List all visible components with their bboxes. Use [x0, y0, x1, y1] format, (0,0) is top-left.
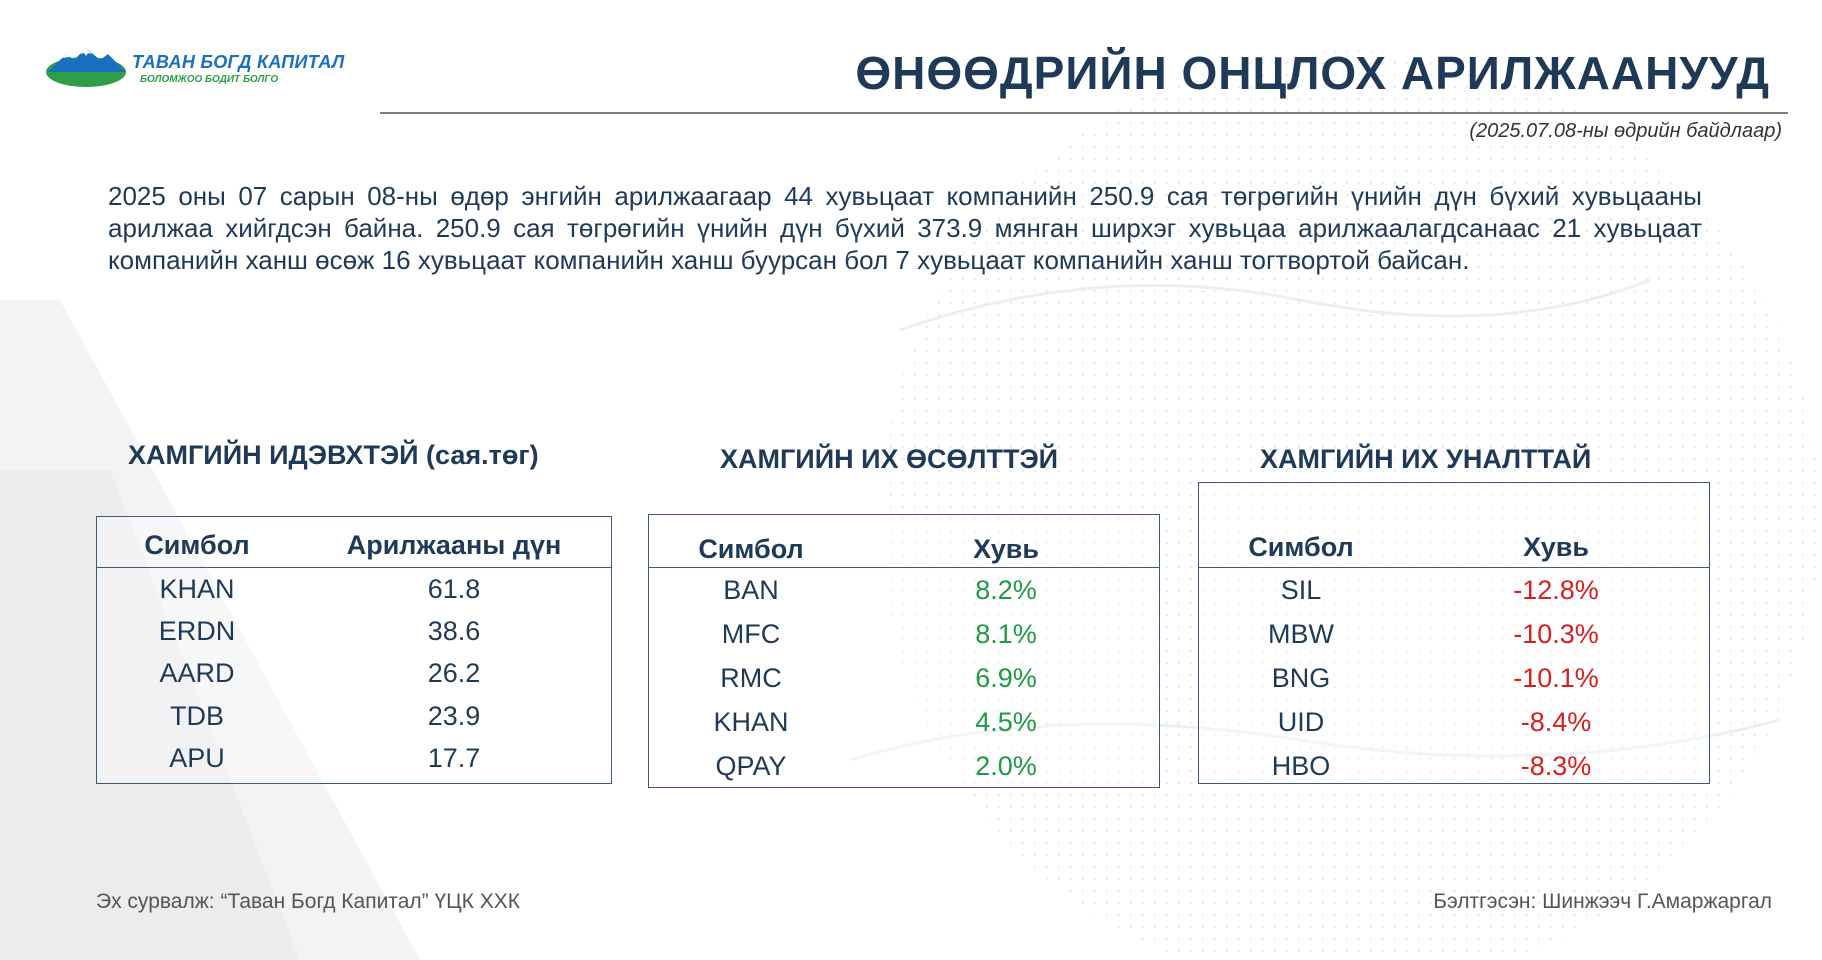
table-row: HBO -8.3%: [1199, 744, 1709, 788]
row-change: -10.1%: [1513, 662, 1599, 693]
row-symbol: BAN: [723, 574, 779, 605]
top-gainers-table: Симбол Хувь BAN 8.2% MFC 8.1% RMC 6.9% K…: [648, 514, 1160, 788]
table-row: RMC 6.9%: [649, 656, 1159, 700]
top-gainers-title: ХАМГИЙН ИХ ӨСӨЛТТЭЙ: [720, 444, 1059, 474]
table-row: APU 17.7: [97, 737, 611, 779]
row-symbol: QPAY: [715, 750, 787, 781]
row-value: 38.6: [427, 615, 481, 646]
row-change: 8.2%: [975, 574, 1037, 605]
source-note: Эх сурвалж: “Таван Богд Капитал” ҮЦК ХХК: [96, 890, 520, 913]
most-active-table: Симбол Арилжааны дүн KHAN 61.8 ERDN 38.6…: [96, 516, 612, 784]
header-symbol: Симбол: [698, 534, 804, 564]
table-header: Симбол Арилжааны дүн: [97, 517, 611, 568]
table-row: TDB 23.9: [97, 695, 611, 737]
top-losers-table: Симбол Хувь SIL -12.8% MBW -10.3% BNG -1…: [1198, 482, 1710, 784]
header-change: Хувь: [1523, 532, 1589, 562]
row-symbol: KHAN: [713, 706, 789, 737]
header-symbol: Симбол: [144, 530, 250, 560]
row-symbol: SIL: [1280, 574, 1322, 605]
brand-name: ТАВАН БОГД КАПИТАЛ: [132, 52, 345, 72]
table-row: AARD 26.2: [97, 652, 611, 695]
table-row: ERDN 38.6: [97, 610, 611, 652]
table-row: BAN 8.2%: [649, 568, 1159, 612]
row-symbol: MFC: [721, 618, 781, 649]
row-value: 26.2: [427, 658, 481, 688]
row-symbol: UID: [1277, 706, 1325, 737]
row-value: 61.8: [427, 573, 481, 604]
row-symbol: MBW: [1268, 618, 1334, 649]
row-change: -8.3%: [1520, 750, 1592, 781]
header-symbol: Симбол: [1248, 532, 1354, 562]
row-symbol: HBO: [1271, 750, 1331, 781]
row-symbol: RMC: [720, 662, 782, 693]
most-active-title: ХАМГИЙН ИДЭВХТЭЙ (сая.төг): [128, 440, 539, 470]
header-value: Арилжааны дүн: [346, 530, 562, 560]
table-row: BNG -10.1%: [1199, 656, 1709, 700]
row-symbol: TDB: [170, 700, 224, 731]
row-change: -8.4%: [1520, 706, 1592, 737]
page-title: ӨНӨӨДРИЙН ОНЦЛОХ АРИЛЖААНУУД: [855, 47, 1770, 99]
row-change: -12.8%: [1513, 574, 1599, 605]
mountain-logo-icon: [46, 48, 126, 87]
row-symbol: APU: [169, 742, 225, 773]
table-row: UID -8.4%: [1199, 700, 1709, 744]
row-symbol: AARD: [159, 658, 235, 688]
title-divider: [380, 112, 1788, 114]
row-change: 6.9%: [975, 662, 1037, 693]
table-row: KHAN 61.8: [97, 568, 611, 610]
as-of-date: (2025.07.08-ны өдрийн байдлаар): [1469, 120, 1782, 142]
row-change: 8.1%: [975, 618, 1037, 649]
table-row: MFC 8.1%: [649, 612, 1159, 656]
table-row: KHAN 4.5%: [649, 700, 1159, 744]
row-change: 2.0%: [975, 750, 1037, 781]
row-value: 23.9: [427, 700, 481, 731]
table-header: Симбол Хувь: [1199, 483, 1709, 568]
brand-logo: ТАВАН БОГД КАПИТАЛ БОЛОМЖОО БОДИТ БОЛГО: [44, 44, 344, 94]
table-row: MBW -10.3%: [1199, 612, 1709, 656]
row-symbol: KHAN: [159, 573, 235, 604]
table-row: SIL -12.8%: [1199, 568, 1709, 612]
row-value: 17.7: [427, 742, 481, 773]
table-header: Симбол Хувь: [649, 515, 1159, 568]
header-change: Хувь: [973, 534, 1039, 564]
brand-slogan: БОЛОМЖОО БОДИТ БОЛГО: [140, 74, 279, 85]
row-change: 4.5%: [975, 706, 1037, 737]
row-change: -10.3%: [1513, 618, 1599, 649]
row-symbol: ERDN: [158, 615, 236, 646]
top-losers-title: ХАМГИЙН ИХ УНАЛТТАЙ: [1260, 444, 1592, 474]
market-summary: 2025 оны 07 сарын 08-ны өдөр энгийн арил…: [108, 181, 1702, 275]
row-symbol: BNG: [1271, 662, 1331, 693]
table-row: QPAY 2.0%: [649, 744, 1159, 788]
prepared-by: Бэлтгэсэн: Шинжээч Г.Амаржаргал: [1433, 890, 1772, 913]
